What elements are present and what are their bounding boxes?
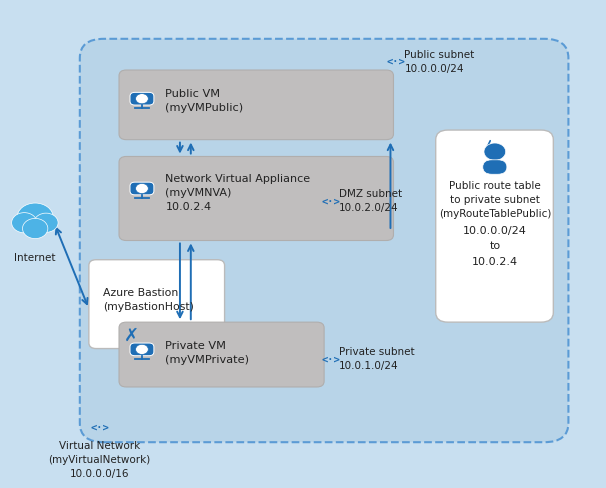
Text: DMZ subnet
10.0.2.0/24: DMZ subnet 10.0.2.0/24 <box>339 189 402 213</box>
FancyBboxPatch shape <box>130 93 154 106</box>
Text: Private VM
(myVMPrivate): Private VM (myVMPrivate) <box>165 340 250 364</box>
Text: <·>: <·> <box>322 353 341 364</box>
Circle shape <box>484 144 505 161</box>
Text: Public route table
to private subnet
(myRouteTablePublic): Public route table to private subnet (my… <box>439 181 551 219</box>
FancyBboxPatch shape <box>436 131 553 323</box>
Text: <·>: <·> <box>387 57 405 67</box>
Text: Azure Bastion
(myBastionHost): Azure Bastion (myBastionHost) <box>103 287 193 311</box>
FancyBboxPatch shape <box>119 323 324 387</box>
Circle shape <box>136 184 148 194</box>
FancyBboxPatch shape <box>130 344 154 356</box>
Circle shape <box>136 95 148 104</box>
FancyBboxPatch shape <box>119 157 393 241</box>
Circle shape <box>34 214 58 233</box>
Text: Network Virtual Appliance
(myVMNVA)
10.0.2.4: Network Virtual Appliance (myVMNVA) 10.0… <box>165 174 311 212</box>
FancyBboxPatch shape <box>80 40 568 442</box>
Text: Public VM
(myVMPublic): Public VM (myVMPublic) <box>165 89 244 113</box>
Text: <·>: <·> <box>322 196 341 206</box>
Circle shape <box>17 203 53 232</box>
FancyBboxPatch shape <box>130 183 154 195</box>
Text: Internet: Internet <box>15 252 56 263</box>
FancyBboxPatch shape <box>483 161 507 175</box>
Text: Public subnet
10.0.0.0/24: Public subnet 10.0.0.0/24 <box>404 50 474 74</box>
Text: 10.0.0.0/24
to
10.0.2.4: 10.0.0.0/24 to 10.0.2.4 <box>463 225 527 266</box>
Circle shape <box>136 345 148 355</box>
Circle shape <box>22 219 48 239</box>
FancyBboxPatch shape <box>119 71 393 141</box>
Text: ✗: ✗ <box>124 326 139 345</box>
Text: Private subnet
10.0.1.0/24: Private subnet 10.0.1.0/24 <box>339 346 415 370</box>
Text: <·>: <·> <box>90 422 109 431</box>
FancyBboxPatch shape <box>89 260 225 349</box>
Circle shape <box>12 213 37 233</box>
Text: Virtual Network
(myVirtualNetwork)
10.0.0.0/16: Virtual Network (myVirtualNetwork) 10.0.… <box>48 440 151 478</box>
